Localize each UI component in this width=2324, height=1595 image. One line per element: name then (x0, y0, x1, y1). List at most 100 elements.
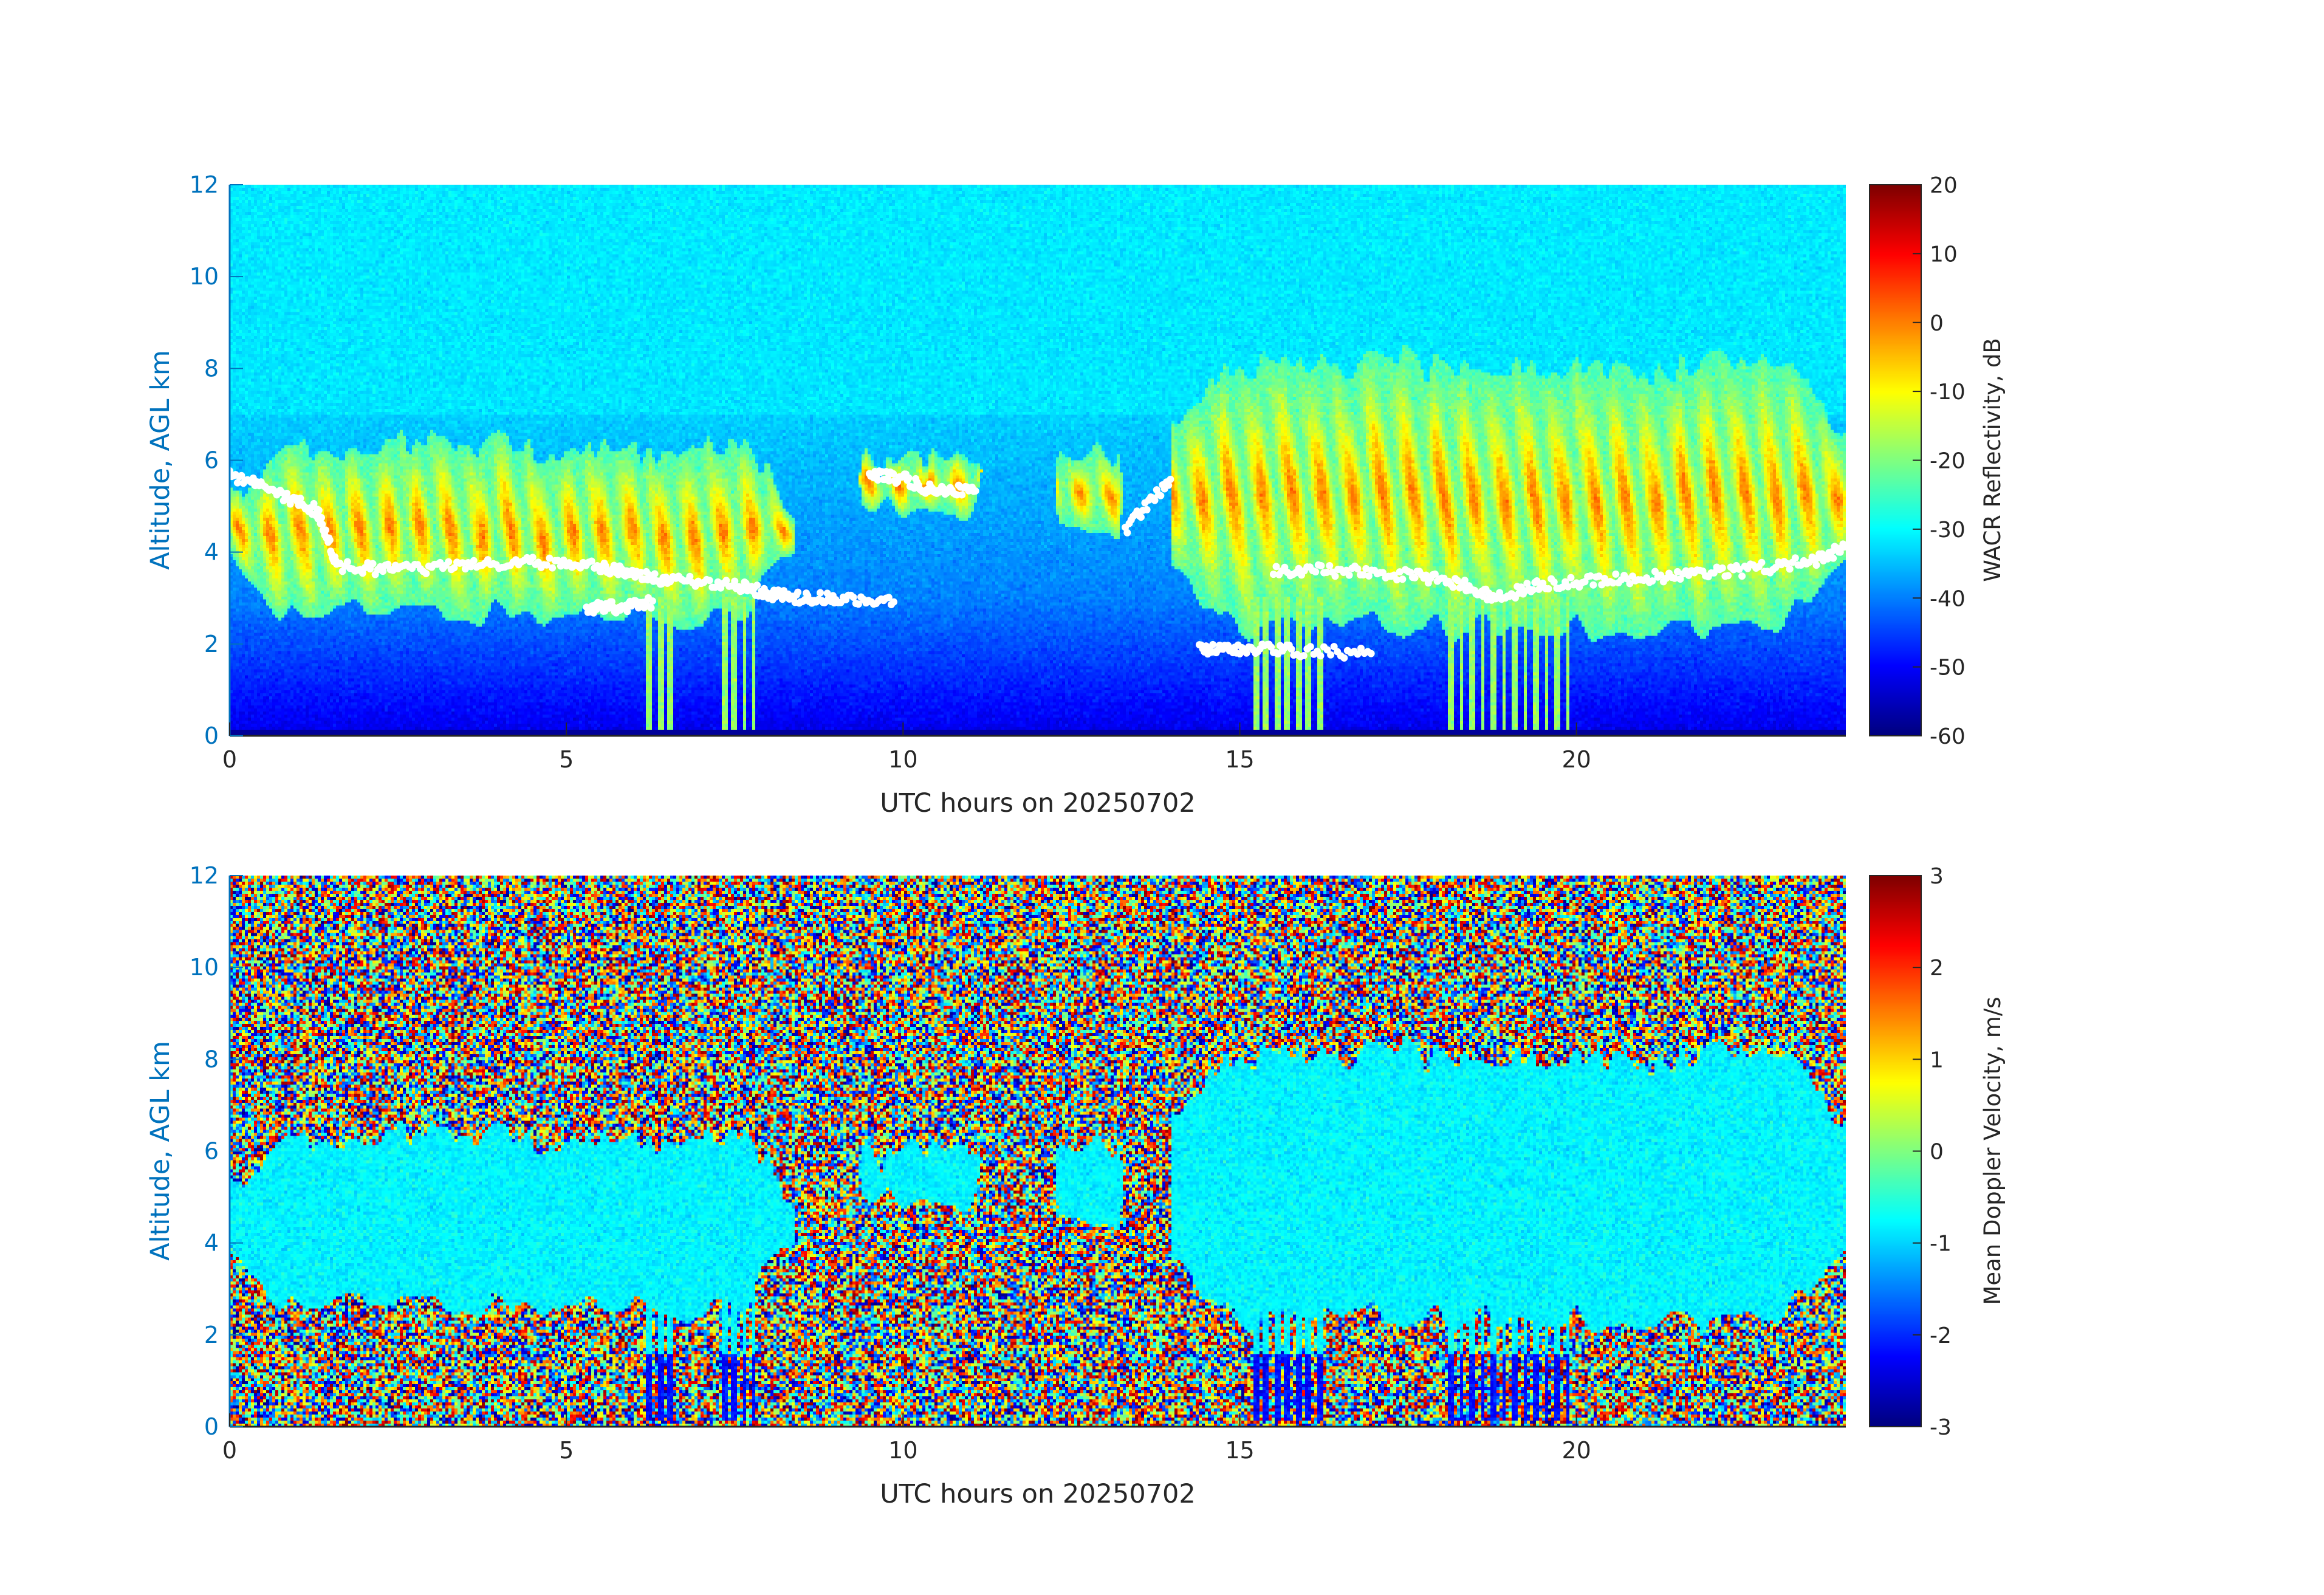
overlay-point (1317, 652, 1325, 660)
overlay-point (1399, 575, 1407, 583)
overlay-point (459, 559, 467, 567)
overlay-point (849, 594, 857, 602)
overlay-point (1589, 581, 1597, 589)
overlay-point (1359, 571, 1367, 579)
overlay-point (1123, 529, 1131, 537)
colorbar-tick-label: 0 (1930, 1140, 1944, 1165)
overlay-point (953, 491, 961, 499)
x-tick-label: 10 (888, 1437, 917, 1464)
overlay-point (1165, 481, 1173, 489)
overlay-point (686, 572, 694, 580)
overlay-points-layer (226, 467, 1848, 662)
overlay-point (1783, 560, 1791, 568)
overlay-point (753, 581, 761, 589)
overlay-point (1710, 569, 1718, 577)
overlay-point (1529, 586, 1537, 594)
overlay-point (422, 569, 430, 577)
overlay-point (369, 560, 377, 568)
overlay-point (343, 558, 351, 566)
overlay-point (549, 564, 557, 572)
colorbar-tick-label: 10 (1930, 242, 1958, 267)
reflectivity-colorbar (1870, 185, 1921, 736)
colorbar-tick-label: -50 (1930, 656, 1966, 681)
colorbar-tick-label: 20 (1930, 173, 1958, 198)
overlay-point (529, 554, 536, 561)
reflectivity-ticks: 0 5 10 15 20 0 2 4 6 8 10 12 (190, 171, 1591, 773)
overlay-point (658, 580, 666, 588)
reflectivity-y-axis-label: Altitude, AGL km (145, 350, 176, 570)
x-tick-label: 0 (222, 1437, 237, 1464)
overlay-point (1143, 506, 1151, 513)
overlay-point (1449, 583, 1457, 591)
velocity-colorbar (1870, 876, 1921, 1427)
overlay-point (461, 565, 469, 573)
overlay-point (885, 594, 893, 602)
overlay-point (1272, 563, 1280, 571)
colorbar-tick-label: 2 (1930, 956, 1944, 981)
overlay-point (1657, 571, 1665, 579)
overlay-point (1609, 579, 1617, 587)
y-tick-label: 6 (204, 1138, 219, 1165)
overlay-point (817, 589, 824, 597)
velocity-heatmap-area (230, 876, 1846, 1427)
overlay-point (1738, 572, 1746, 580)
velocity-colorbar-ticks: 3 2 1 0 -1 -2 -3 (1913, 864, 1952, 1440)
overlay-point (318, 513, 326, 521)
x-tick-label: 5 (559, 1437, 574, 1464)
velocity-ticks: 0 5 10 15 20 0 2 4 6 8 10 12 (190, 862, 1591, 1464)
overlay-point (1396, 568, 1404, 576)
overlay-point (623, 608, 631, 616)
overlay-point (1671, 574, 1679, 582)
overlay-point (1564, 583, 1572, 591)
velocity-colorbar-label: Mean Doppler Velocity, m/s (1980, 996, 2006, 1305)
x-tick-label: 20 (1561, 746, 1591, 773)
overlay-point (1354, 565, 1362, 573)
y-tick-label: 4 (204, 1230, 219, 1257)
overlay-point (1829, 554, 1837, 562)
colorbar-tick-label: -30 (1930, 518, 1966, 543)
overlay-point (874, 476, 882, 484)
velocity-y-axis-label: Altitude, AGL km (145, 1041, 176, 1261)
reflectivity-x-axis-label: UTC hours on 20250702 (880, 788, 1196, 818)
overlay-point (1735, 565, 1743, 573)
overlay-point (1327, 651, 1335, 659)
reflectivity-colorbar-ticks: 20 10 0 -10 -20 -30 -40 -50 -60 (1913, 173, 1966, 749)
x-tick-label: 20 (1561, 1437, 1591, 1464)
overlay-point (958, 491, 966, 499)
y-tick-label: 12 (190, 862, 219, 889)
overlay-point (1167, 475, 1174, 483)
overlay-point (1323, 569, 1331, 577)
overlay-point (1411, 574, 1419, 581)
overlay-point (321, 526, 329, 534)
overlay-point (1295, 564, 1303, 572)
y-tick-label: 8 (204, 1046, 219, 1072)
y-tick-label: 2 (204, 1322, 219, 1348)
overlay-point (1367, 650, 1375, 657)
overlay-point (1269, 571, 1277, 578)
x-tick-label: 0 (222, 746, 237, 773)
colorbar-tick-label: -10 (1930, 380, 1966, 405)
colorbar-tick-label: -20 (1930, 449, 1966, 474)
overlay-point (1137, 513, 1145, 521)
overlay-point (1612, 570, 1620, 578)
overlay-point (1362, 564, 1370, 572)
overlay-point (647, 604, 655, 612)
overlay-point (1651, 568, 1659, 575)
overlay-point (1393, 576, 1401, 584)
overlay-point (1626, 580, 1634, 588)
overlay-point (543, 561, 550, 569)
y-tick-label: 0 (204, 722, 219, 749)
overlay-point (467, 563, 475, 571)
overlay-point (436, 558, 444, 566)
overlay-point (1786, 565, 1794, 573)
overlay-point (1812, 561, 1820, 569)
overlay-point (557, 562, 564, 570)
x-tick-label: 15 (1225, 746, 1254, 773)
overlay-point (1523, 580, 1531, 588)
overlay-point (1718, 564, 1726, 572)
overlay-point (1595, 572, 1603, 580)
overlay-point (1758, 558, 1766, 566)
overlay-point (1300, 652, 1308, 660)
colorbar-tick-label: -2 (1930, 1323, 1952, 1348)
overlay-point (1243, 649, 1250, 657)
